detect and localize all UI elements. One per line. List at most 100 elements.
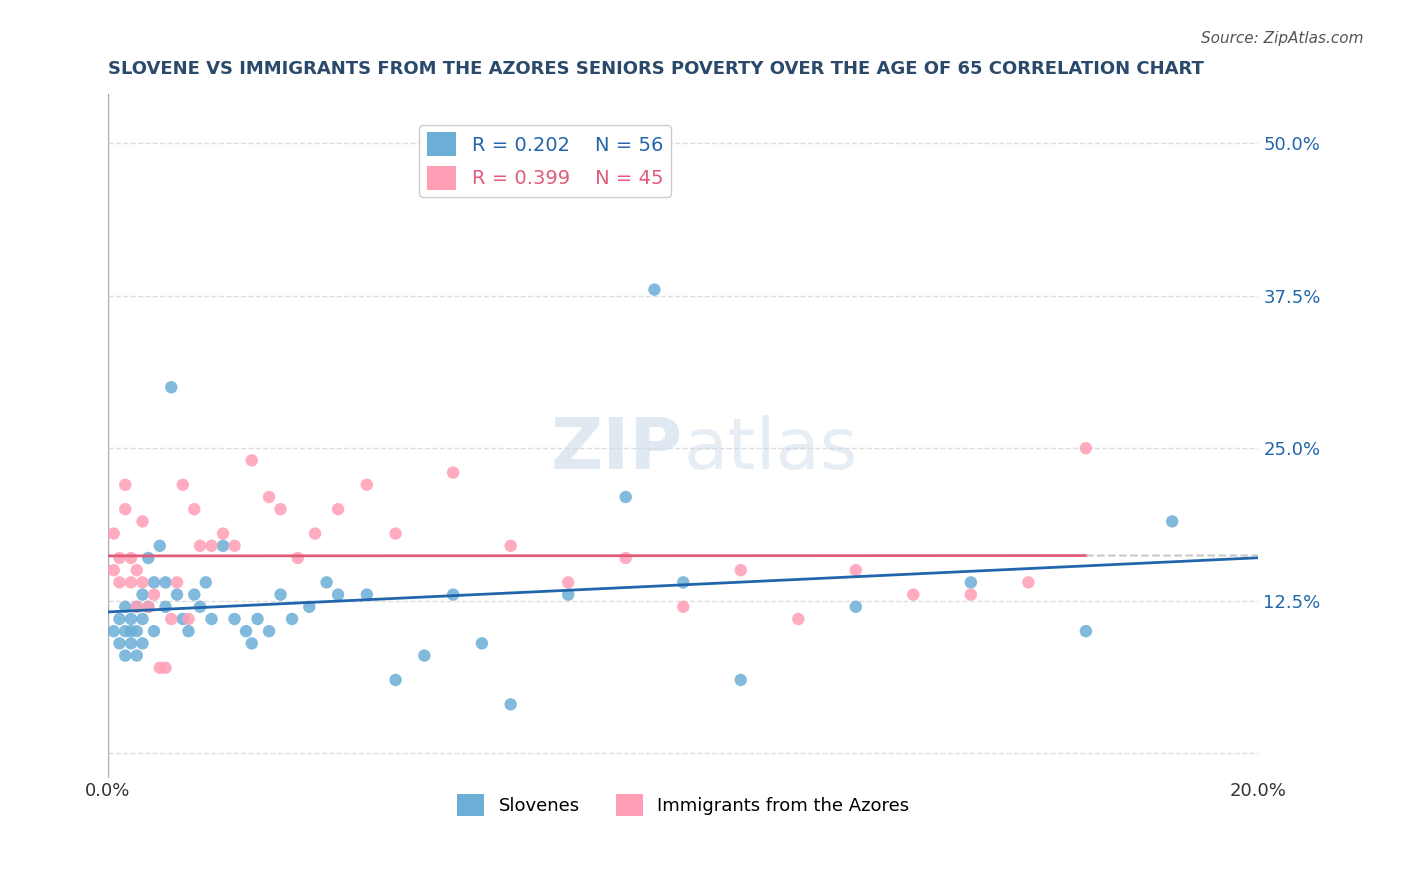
Point xyxy=(281,612,304,626)
Point xyxy=(384,526,406,541)
Legend: Slovenes, Immigrants from the Azores: Slovenes, Immigrants from the Azores xyxy=(450,787,917,823)
Point xyxy=(287,551,309,566)
Point xyxy=(845,563,868,577)
Point xyxy=(136,599,159,614)
Point xyxy=(108,612,131,626)
Point xyxy=(125,599,148,614)
Point xyxy=(224,612,246,626)
Point xyxy=(212,526,235,541)
Point xyxy=(1161,515,1184,529)
Point xyxy=(120,551,142,566)
Point xyxy=(172,612,194,626)
Point xyxy=(131,636,153,650)
Point xyxy=(326,588,349,602)
Point xyxy=(1074,624,1097,639)
Point xyxy=(257,624,280,639)
Point xyxy=(270,502,292,516)
Point xyxy=(240,453,263,467)
Point xyxy=(114,599,136,614)
Point xyxy=(108,636,131,650)
Point xyxy=(177,612,200,626)
Point xyxy=(120,636,142,650)
Point xyxy=(212,539,235,553)
Text: ZIP: ZIP xyxy=(551,415,683,484)
Point xyxy=(257,490,280,504)
Point xyxy=(413,648,436,663)
Point xyxy=(136,551,159,566)
Point xyxy=(143,588,166,602)
Text: atlas: atlas xyxy=(683,415,858,484)
Point xyxy=(103,624,125,639)
Point xyxy=(188,599,211,614)
Point xyxy=(120,612,142,626)
Point xyxy=(103,563,125,577)
Point xyxy=(125,599,148,614)
Point xyxy=(183,588,205,602)
Point xyxy=(384,673,406,687)
Point xyxy=(224,539,246,553)
Point xyxy=(194,575,217,590)
Point xyxy=(471,636,494,650)
Point xyxy=(903,588,925,602)
Point xyxy=(246,612,269,626)
Point xyxy=(960,588,983,602)
Point xyxy=(172,477,194,491)
Text: SLOVENE VS IMMIGRANTS FROM THE AZORES SENIORS POVERTY OVER THE AGE OF 65 CORRELA: SLOVENE VS IMMIGRANTS FROM THE AZORES SE… xyxy=(108,60,1204,78)
Point xyxy=(672,575,695,590)
Point xyxy=(304,526,326,541)
Point xyxy=(131,515,153,529)
Point xyxy=(143,624,166,639)
Point xyxy=(143,575,166,590)
Point xyxy=(166,575,188,590)
Point xyxy=(149,661,172,675)
Point xyxy=(160,380,183,394)
Point xyxy=(120,575,142,590)
Point xyxy=(155,599,177,614)
Point xyxy=(960,575,983,590)
Point xyxy=(114,502,136,516)
Point xyxy=(149,539,172,553)
Point xyxy=(125,624,148,639)
Point xyxy=(108,575,131,590)
Point xyxy=(672,599,695,614)
Point xyxy=(120,624,142,639)
Point xyxy=(730,563,752,577)
Point xyxy=(108,551,131,566)
Point xyxy=(131,612,153,626)
Point xyxy=(103,526,125,541)
Point xyxy=(177,624,200,639)
Point xyxy=(270,588,292,602)
Point xyxy=(235,624,257,639)
Point xyxy=(499,698,522,712)
Point xyxy=(188,539,211,553)
Point xyxy=(356,477,378,491)
Point xyxy=(1074,441,1097,455)
Point xyxy=(441,466,464,480)
Point xyxy=(356,588,378,602)
Point xyxy=(136,599,159,614)
Point xyxy=(125,563,148,577)
Point xyxy=(183,502,205,516)
Point xyxy=(441,588,464,602)
Point xyxy=(787,612,810,626)
Point xyxy=(155,661,177,675)
Point xyxy=(200,539,222,553)
Point xyxy=(114,477,136,491)
Point xyxy=(557,575,579,590)
Point xyxy=(131,575,153,590)
Point xyxy=(730,673,752,687)
Point xyxy=(298,599,321,614)
Point xyxy=(614,551,637,566)
Point xyxy=(845,599,868,614)
Point xyxy=(155,575,177,590)
Text: Source: ZipAtlas.com: Source: ZipAtlas.com xyxy=(1201,31,1364,46)
Point xyxy=(557,588,579,602)
Point xyxy=(614,490,637,504)
Point xyxy=(114,648,136,663)
Point xyxy=(160,612,183,626)
Point xyxy=(240,636,263,650)
Point xyxy=(131,588,153,602)
Point xyxy=(499,539,522,553)
Point xyxy=(643,283,665,297)
Point xyxy=(166,588,188,602)
